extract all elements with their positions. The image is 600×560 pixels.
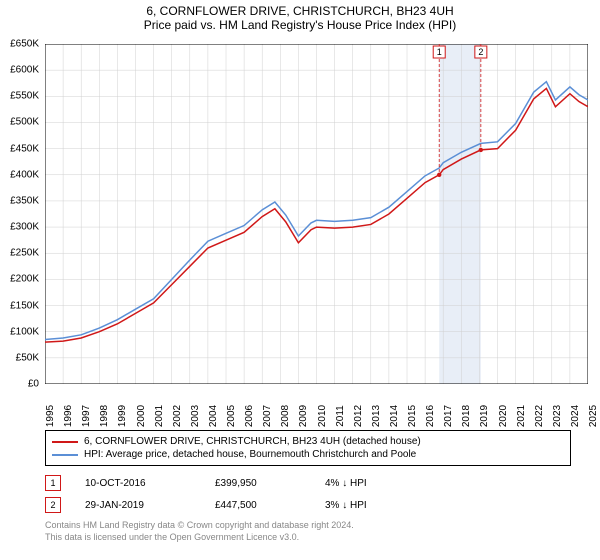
x-tick-label: 2013 <box>371 405 382 427</box>
x-tick-label: 2015 <box>407 405 418 427</box>
y-tick-label: £650K <box>10 39 39 50</box>
title-block: 6, CORNFLOWER DRIVE, CHRISTCHURCH, BH23 … <box>0 0 600 32</box>
y-axis-labels: £0£50K£100K£150K£200K£250K£300K£350K£400… <box>0 44 42 384</box>
chart-svg: 12 <box>45 44 588 384</box>
marker-date: 29-JAN-2019 <box>85 500 215 511</box>
legend-label: 6, CORNFLOWER DRIVE, CHRISTCHURCH, BH23 … <box>84 436 421 447</box>
footer-line2: This data is licensed under the Open Gov… <box>45 532 565 544</box>
footer-attribution: Contains HM Land Registry data © Crown c… <box>45 520 565 543</box>
x-tick-label: 2019 <box>479 405 490 427</box>
y-tick-label: £350K <box>10 195 39 206</box>
legend-label: HPI: Average price, detached house, Bour… <box>84 449 416 460</box>
marker-row: 2 29-JAN-2019£447,5003% ↓ HPI <box>45 494 557 516</box>
y-tick-label: £500K <box>10 117 39 128</box>
legend-box: 6, CORNFLOWER DRIVE, CHRISTCHURCH, BH23 … <box>45 430 571 466</box>
marker-table: 1 10-OCT-2016£399,9504% ↓ HPI 2 29-JAN-2019… <box>45 472 557 516</box>
x-tick-label: 1997 <box>81 405 92 427</box>
x-tick-label: 2008 <box>280 405 291 427</box>
x-tick-label: 2014 <box>389 405 400 427</box>
marker-number-box: 1 <box>45 475 61 491</box>
y-tick-label: £50K <box>16 352 39 363</box>
y-tick-label: £400K <box>10 169 39 180</box>
x-tick-label: 2002 <box>172 405 183 427</box>
chart-plot-area: 12 <box>45 44 588 384</box>
x-tick-label: 2021 <box>516 405 527 427</box>
x-tick-label: 2009 <box>298 405 309 427</box>
title-line1: 6, CORNFLOWER DRIVE, CHRISTCHURCH, BH23 … <box>0 4 600 18</box>
x-tick-label: 2024 <box>570 405 581 427</box>
x-tick-label: 2004 <box>208 405 219 427</box>
y-tick-label: £0 <box>28 379 39 390</box>
y-tick-label: £250K <box>10 248 39 259</box>
x-tick-label: 2000 <box>136 405 147 427</box>
x-tick-label: 2011 <box>335 405 346 427</box>
marker-price: £447,500 <box>215 500 325 511</box>
marker-date: 10-OCT-2016 <box>85 478 215 489</box>
x-tick-label: 1995 <box>45 405 56 427</box>
x-axis-labels: 1995 1996 1997 1998 1999 2000 2001 2002 2003 2004… <box>45 386 588 426</box>
x-tick-label: 2022 <box>534 405 545 427</box>
x-tick-label: 2020 <box>498 405 509 427</box>
legend-item: HPI: Average price, detached house, Bour… <box>52 448 564 461</box>
x-tick-label: 2018 <box>461 405 472 427</box>
x-tick-label: 2003 <box>190 405 201 427</box>
y-tick-label: £550K <box>10 91 39 102</box>
x-tick-label: 2016 <box>425 405 436 427</box>
legend-item: 6, CORNFLOWER DRIVE, CHRISTCHURCH, BH23 … <box>52 435 564 448</box>
marker-delta: 3% ↓ HPI <box>325 500 425 511</box>
x-tick-label: 2017 <box>443 405 454 427</box>
y-tick-label: £200K <box>10 274 39 285</box>
x-tick-label: 2001 <box>154 405 165 427</box>
y-tick-label: £300K <box>10 222 39 233</box>
x-tick-label: 2005 <box>226 405 237 427</box>
x-tick-label: 2007 <box>262 405 273 427</box>
y-tick-label: £450K <box>10 143 39 154</box>
x-tick-label: 1998 <box>99 405 110 427</box>
x-tick-label: 2006 <box>244 405 255 427</box>
y-tick-label: £600K <box>10 65 39 76</box>
legend-swatch <box>52 441 78 443</box>
marker-number-box: 2 <box>45 497 61 513</box>
x-tick-label: 1996 <box>63 405 74 427</box>
x-tick-label: 2010 <box>317 405 328 427</box>
svg-text:2: 2 <box>478 47 483 57</box>
y-tick-label: £150K <box>10 300 39 311</box>
footer-line1: Contains HM Land Registry data © Crown c… <box>45 520 565 532</box>
title-line2: Price paid vs. HM Land Registry's House … <box>0 18 600 32</box>
marker-price: £399,950 <box>215 478 325 489</box>
chart-container: 6, CORNFLOWER DRIVE, CHRISTCHURCH, BH23 … <box>0 0 600 560</box>
svg-text:1: 1 <box>437 47 442 57</box>
x-tick-label: 2012 <box>353 405 364 427</box>
x-tick-label: 1999 <box>117 405 128 427</box>
y-tick-label: £100K <box>10 326 39 337</box>
legend-swatch <box>52 454 78 456</box>
marker-delta: 4% ↓ HPI <box>325 478 425 489</box>
marker-row: 1 10-OCT-2016£399,9504% ↓ HPI <box>45 472 557 494</box>
x-tick-label: 2025 <box>588 405 599 427</box>
x-tick-label: 2023 <box>552 405 563 427</box>
